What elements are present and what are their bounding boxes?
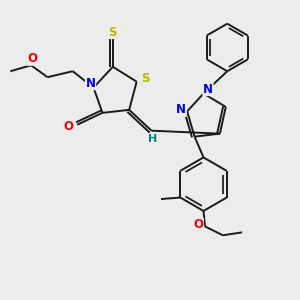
Text: N: N — [203, 82, 213, 96]
Text: S: S — [109, 26, 117, 38]
Text: N: N — [176, 103, 186, 116]
Text: O: O — [28, 52, 38, 65]
Text: O: O — [194, 218, 203, 231]
Text: N: N — [85, 76, 96, 90]
Text: S: S — [141, 72, 149, 85]
Text: H: H — [148, 134, 158, 144]
Text: O: O — [63, 120, 73, 133]
